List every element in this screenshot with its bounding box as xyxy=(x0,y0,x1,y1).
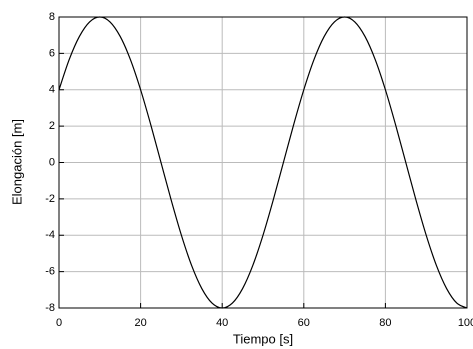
y-axis-label: Elongación [m] xyxy=(9,119,24,205)
y-tick-label: -2 xyxy=(45,193,55,205)
y-tick-label: -6 xyxy=(45,266,55,278)
data-line xyxy=(58,16,468,309)
y-tick-label: 8 xyxy=(49,11,55,23)
plot-frame xyxy=(58,16,468,309)
y-tick-label: -4 xyxy=(45,229,55,241)
x-tick-label: 80 xyxy=(379,317,391,329)
x-tick-label: 20 xyxy=(134,317,146,329)
x-tick-label: 0 xyxy=(56,317,62,329)
x-axis-label: Tiempo [s] xyxy=(233,331,293,346)
y-tick-label: -8 xyxy=(45,302,55,314)
y-tick-label: 6 xyxy=(49,47,55,59)
x-tick-label: 100 xyxy=(458,317,473,329)
x-tick-label: 40 xyxy=(216,317,228,329)
x-tick-label: 60 xyxy=(298,317,310,329)
y-tick-label: 4 xyxy=(49,84,55,96)
y-tick-label: 0 xyxy=(49,156,55,168)
y-tick-label: 2 xyxy=(49,120,55,132)
